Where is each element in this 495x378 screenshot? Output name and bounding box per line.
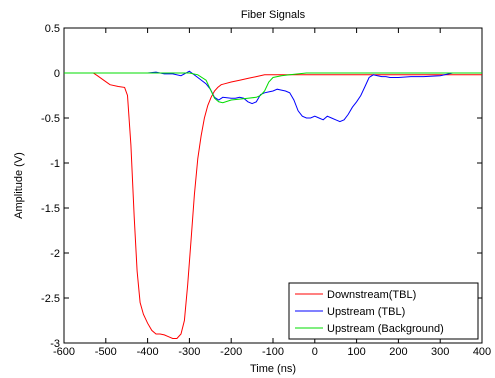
x-tick-label: -100 [262, 346, 284, 358]
y-tick-label: -2 [50, 248, 60, 260]
x-tick-label: -500 [95, 346, 117, 358]
y-tick-label: -0.5 [41, 113, 60, 125]
x-axis-title: Time (ns) [250, 363, 296, 375]
legend: Downstream(TBL) Upstream (TBL) Upstream (B… [288, 282, 479, 340]
legend-label-0: Downstream(TBL) [327, 289, 416, 301]
axis-ticks: -600 -500 -400 -300 -200 -100 0 100 200 300 400 0.5… [41, 23, 491, 358]
y-axis-title: Amplitude (V) [13, 152, 25, 219]
x-tick-label: -300 [178, 346, 200, 358]
x-tick-label: 100 [347, 346, 365, 358]
series-line-2 [64, 72, 482, 104]
series-line-0 [64, 72, 482, 339]
chart-title: Fiber Signals [241, 9, 306, 21]
x-tick-label: -200 [220, 346, 242, 358]
legend-label-1: Upstream (TBL) [327, 306, 405, 318]
x-tick-label: 400 [473, 346, 491, 358]
y-tick-label: 0 [54, 68, 60, 80]
x-tick-label: 0 [312, 346, 318, 358]
y-tick-label: -3 [50, 338, 60, 350]
y-tick-label: -1.5 [41, 203, 60, 215]
x-tick-label: -600 [53, 346, 75, 358]
y-tick-label: 0.5 [45, 23, 60, 35]
y-tick-label: -2.5 [41, 293, 60, 305]
y-tick-label: -1 [50, 158, 60, 170]
x-tick-label: -400 [137, 346, 159, 358]
series-layer [64, 70, 482, 339]
x-tick-label: 200 [389, 346, 407, 358]
x-tick-label: 300 [431, 346, 449, 358]
legend-label-2: Upstream (Background) [327, 323, 444, 335]
